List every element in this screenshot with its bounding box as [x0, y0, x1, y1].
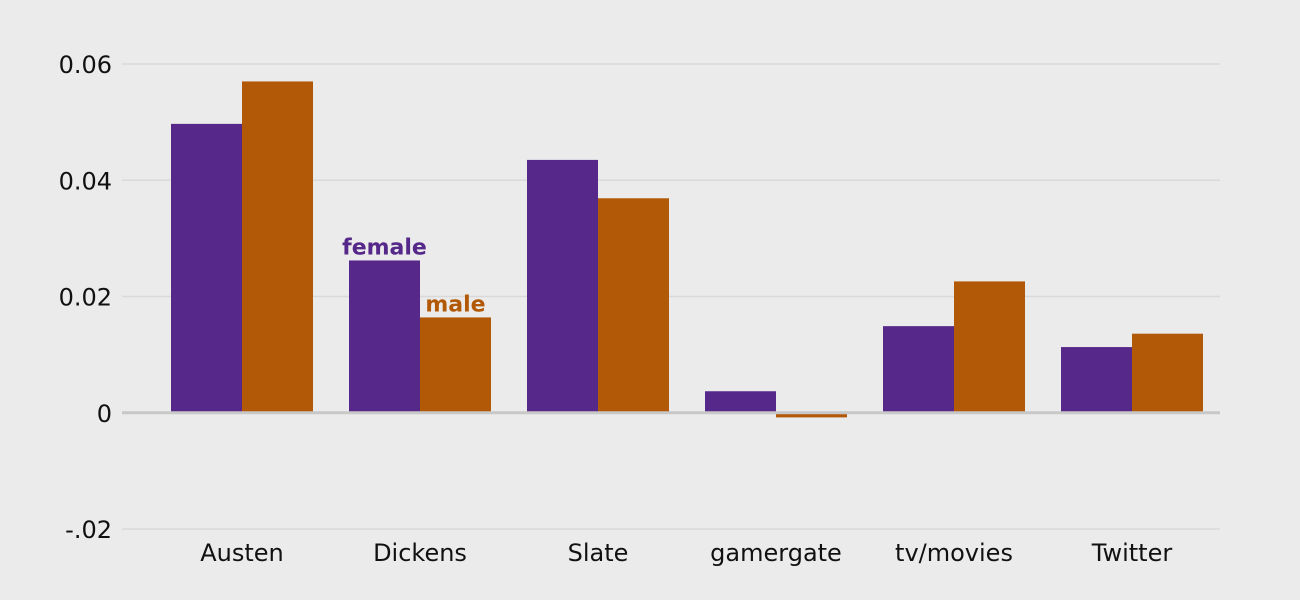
x-category-label: tv/movies — [895, 539, 1013, 567]
y-tick-label: -.02 — [65, 516, 112, 544]
bar-female-tv-movies — [883, 326, 954, 413]
bar-male-slate — [598, 198, 669, 413]
bar-male-dickens — [420, 317, 491, 413]
y-tick-label: 0.04 — [59, 167, 112, 195]
bar-female-twitter — [1061, 347, 1132, 413]
x-category-label: Twitter — [1091, 539, 1173, 567]
x-category-label: Dickens — [373, 539, 467, 567]
x-category-label: Austen — [200, 539, 284, 567]
bar-male-twitter — [1132, 333, 1203, 413]
bar-female-gamergate — [705, 391, 776, 413]
series-label-male: male — [425, 292, 485, 317]
y-tick-label: 0 — [97, 400, 112, 428]
x-category-label: gamergate — [710, 539, 842, 567]
bars — [171, 81, 1203, 418]
series-labels: female male — [342, 235, 485, 317]
bar-male-tv-movies — [954, 281, 1025, 413]
y-tick-label: 0.02 — [59, 284, 112, 312]
y-tick-label: 0.06 — [59, 51, 112, 79]
series-label-female: female — [342, 235, 427, 260]
x-axis-category-labels: Austen Dickens Slate gamergate tv/movies Twit… — [200, 539, 1172, 567]
y-axis-tick-labels: 0.06 0.04 0.02 0 -.02 — [59, 51, 112, 544]
bar-female-dickens — [349, 260, 420, 413]
bar-male-austen — [242, 81, 313, 413]
bar-female-slate — [527, 159, 598, 413]
bar-male-gamergate — [776, 412, 847, 418]
x-category-label: Slate — [568, 539, 629, 567]
bar-female-austen — [171, 123, 242, 413]
